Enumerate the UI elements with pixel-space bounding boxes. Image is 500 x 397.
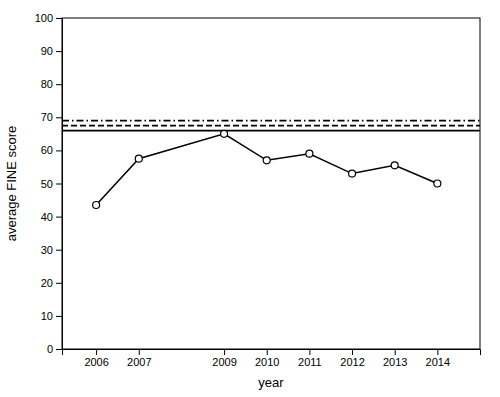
- x-tick-mark: [437, 349, 438, 355]
- y-tick-mark: [56, 18, 62, 19]
- y-tick: 90: [41, 45, 62, 57]
- data-point: [391, 162, 398, 169]
- data-point: [135, 155, 142, 162]
- data-point: [306, 150, 313, 157]
- y-axis: 0 10 20 30 40 50 60 70 80 90 100: [35, 12, 63, 355]
- x-axis: 2006 2007 2009 2010 2011 2012 2013 2014: [63, 349, 481, 368]
- y-tick-mark: [56, 349, 62, 350]
- y-tick-label: 40: [41, 211, 53, 223]
- plot-frame: [62, 18, 480, 349]
- y-tick-mark: [56, 150, 62, 151]
- x-tick-label: 2006: [84, 356, 108, 368]
- y-axis-line: [56, 19, 63, 350]
- x-tick-mark: [352, 349, 353, 355]
- marks: [62, 121, 480, 209]
- y-tick-label: 0: [47, 343, 53, 355]
- data-line: [96, 134, 437, 205]
- x-tick: 2014: [426, 349, 450, 368]
- x-tick-label: 2007: [127, 356, 151, 368]
- y-tick-mark: [56, 84, 62, 85]
- data-point: [263, 157, 270, 164]
- x-tick: 2006: [84, 349, 108, 368]
- y-tick-label: 80: [41, 78, 53, 90]
- x-tick: 2007: [127, 349, 151, 368]
- y-tick: 70: [41, 111, 62, 123]
- y-axis-title: average FINE score: [4, 126, 19, 242]
- x-tick-mark: [224, 349, 225, 355]
- data-point: [93, 202, 100, 209]
- x-tick-label: 2013: [383, 356, 407, 368]
- y-tick: 40: [41, 211, 62, 223]
- y-tick-mark: [56, 217, 62, 218]
- y-tick-mark: [56, 184, 62, 185]
- y-tick-label: 10: [41, 310, 53, 322]
- y-tick-label: 100: [35, 12, 53, 24]
- x-tick: 2013: [383, 349, 407, 368]
- y-tick-label: 60: [41, 144, 53, 156]
- y-tick-mark: [56, 250, 62, 251]
- x-tick-label: 2014: [426, 356, 450, 368]
- y-tick: 20: [41, 277, 62, 289]
- x-tick-mark: [309, 349, 310, 355]
- x-tick-label: 2011: [298, 356, 322, 368]
- data-point: [434, 180, 441, 187]
- data-point: [221, 130, 228, 137]
- x-tick-label: 2012: [340, 356, 364, 368]
- x-tick: 2011: [298, 349, 322, 368]
- x-tick: 2009: [212, 349, 236, 368]
- x-tick: 2012: [340, 349, 364, 368]
- y-tick: 60: [41, 144, 62, 156]
- y-tick: 0: [47, 343, 62, 355]
- x-tick-mark: [139, 349, 140, 355]
- y-tick-mark: [56, 51, 62, 52]
- y-tick-mark: [56, 283, 62, 284]
- x-axis-title: year: [258, 375, 284, 390]
- x-tick-mark: [395, 349, 396, 355]
- x-tick: 2010: [255, 349, 279, 368]
- reference-line: [62, 120, 480, 122]
- y-tick-label: 90: [41, 45, 53, 57]
- reference-line: [62, 125, 480, 127]
- y-tick-label: 50: [41, 178, 53, 190]
- chart: 2006 2007 2009 2010 2011 2012 2013 2014 0 10 20 30 4…: [0, 0, 500, 397]
- y-tick: 100: [35, 12, 62, 24]
- x-tick-label: 2009: [212, 356, 236, 368]
- y-tick-label: 20: [41, 277, 53, 289]
- y-tick: 80: [41, 78, 62, 90]
- y-tick: 50: [41, 178, 62, 190]
- y-tick: 30: [41, 244, 62, 256]
- y-tick: 10: [41, 310, 62, 322]
- y-tick-mark: [56, 316, 62, 317]
- data-point: [349, 170, 356, 177]
- x-tick-label: 2010: [255, 356, 279, 368]
- y-tick-label: 30: [41, 244, 53, 256]
- y-tick-label: 70: [41, 111, 53, 123]
- reference-line: [62, 130, 480, 132]
- x-tick-mark: [267, 349, 268, 355]
- plot-area: 2006 2007 2009 2010 2011 2012 2013 2014 0 10 20 30 4…: [35, 12, 481, 368]
- x-axis-line: [63, 350, 481, 356]
- y-tick-mark: [56, 117, 62, 118]
- x-tick-mark: [96, 349, 97, 355]
